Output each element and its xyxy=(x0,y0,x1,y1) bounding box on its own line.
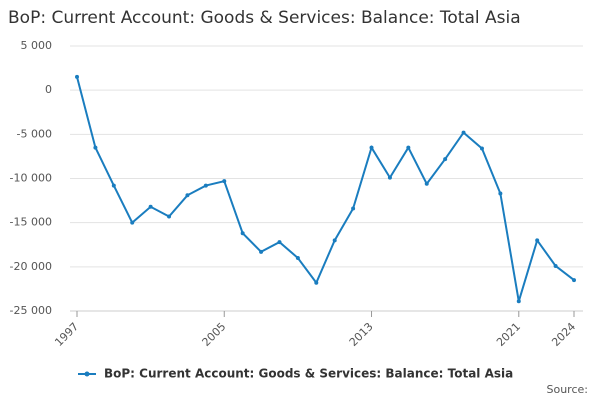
point xyxy=(240,231,245,236)
point xyxy=(351,206,356,211)
point xyxy=(185,193,190,198)
point xyxy=(498,191,503,196)
point xyxy=(369,145,374,150)
point xyxy=(295,256,300,260)
y-tick-label: -10 000 xyxy=(10,172,52,185)
y-tick-label: 5 000 xyxy=(21,39,53,52)
point xyxy=(406,145,411,150)
point xyxy=(111,183,116,188)
point xyxy=(443,157,448,162)
legend-marker xyxy=(84,371,90,377)
point xyxy=(387,175,392,180)
point xyxy=(222,179,227,184)
point xyxy=(167,214,172,219)
point xyxy=(203,183,208,188)
y-tick-label: -15 000 xyxy=(10,216,52,229)
point xyxy=(332,238,337,243)
x-tick-label: 2005 xyxy=(200,320,229,349)
point xyxy=(479,146,484,151)
legend-label: BoP: Current Account: Goods & Services: … xyxy=(104,367,513,381)
point xyxy=(553,263,558,268)
point xyxy=(130,220,135,225)
point xyxy=(93,145,98,150)
y-tick-label: -25 000 xyxy=(10,304,52,317)
point xyxy=(314,280,319,285)
point xyxy=(75,74,79,79)
point xyxy=(424,181,429,186)
x-tick-label: 2013 xyxy=(347,320,376,349)
point xyxy=(535,238,540,243)
point xyxy=(148,204,153,209)
x-tick-label: 2021 xyxy=(494,320,523,349)
y-tick-label: 0 xyxy=(45,83,52,96)
chart-title: BoP: Current Account: Goods & Services: … xyxy=(8,8,521,28)
series-line xyxy=(76,76,575,302)
y-tick-label: -5 000 xyxy=(17,127,52,140)
point xyxy=(259,249,264,254)
point xyxy=(572,278,576,283)
x-tick-label: 1997 xyxy=(52,320,81,349)
source: Source: xyxy=(547,383,589,396)
point xyxy=(277,240,282,245)
point xyxy=(461,130,466,135)
y-tick-label: -20 000 xyxy=(10,260,52,273)
point xyxy=(516,299,521,304)
x-tick-label: 2024 xyxy=(549,320,578,349)
